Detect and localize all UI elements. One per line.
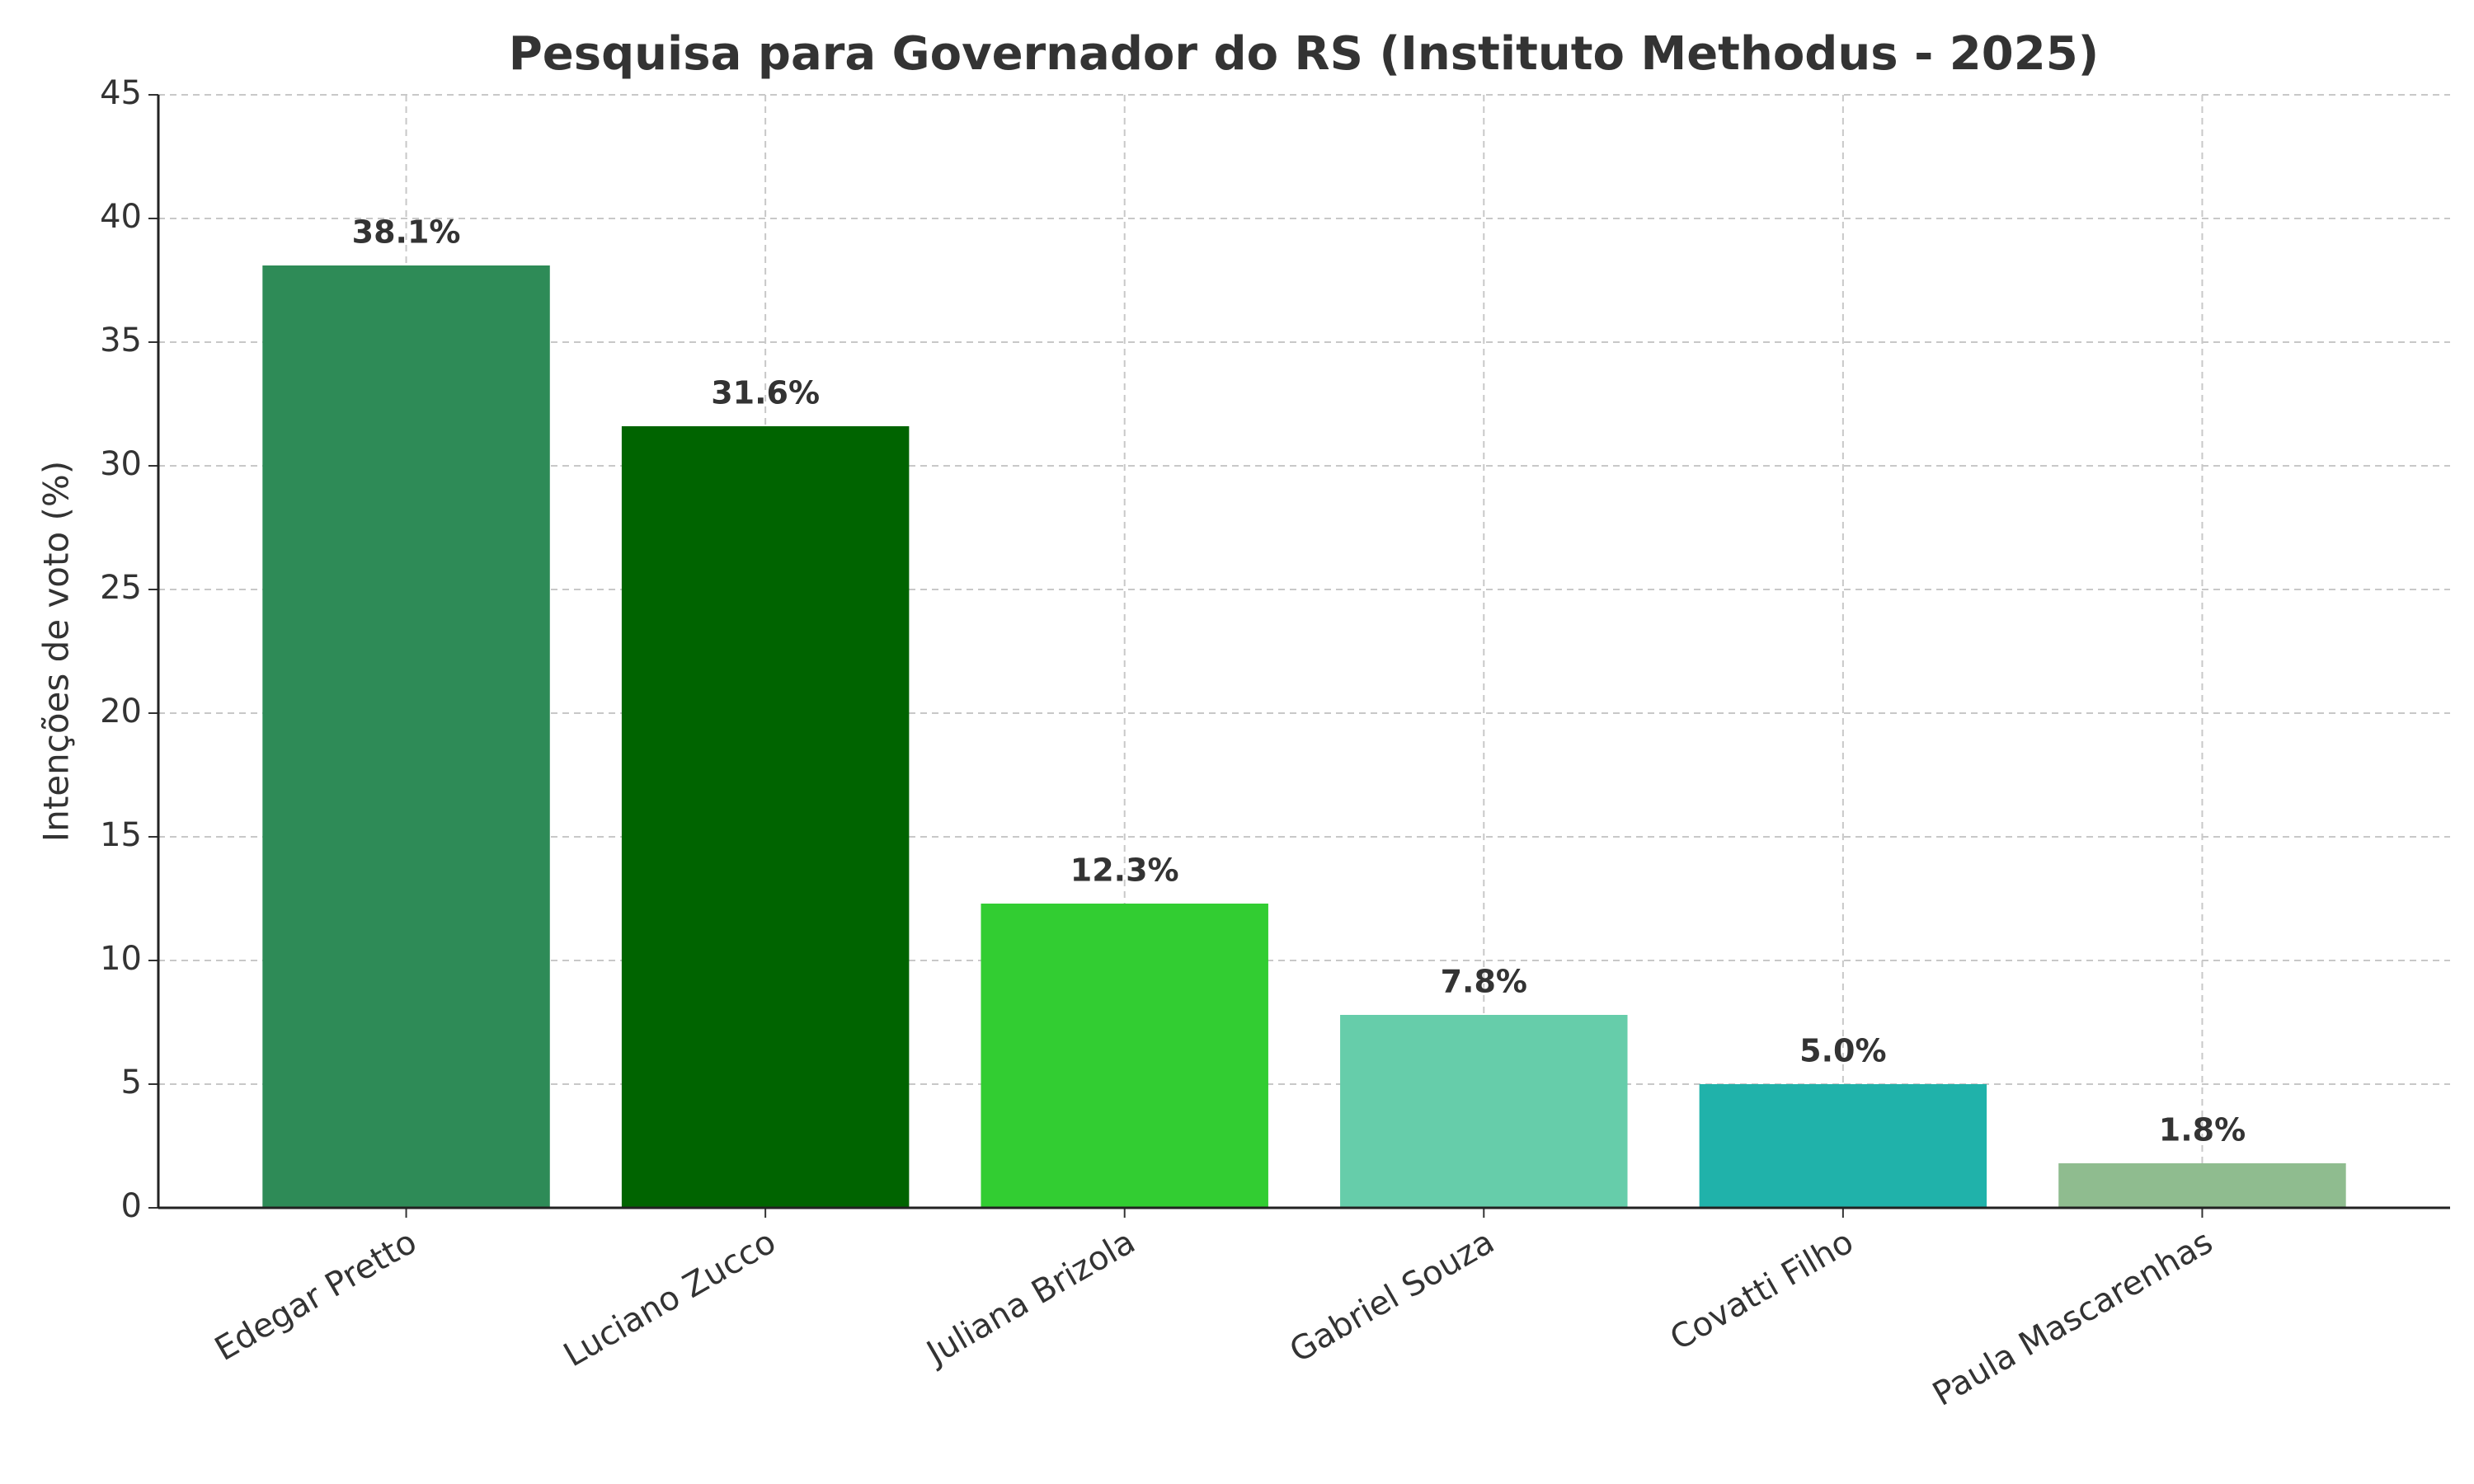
y-tick-label: 25 <box>100 569 142 607</box>
y-tick-label: 35 <box>100 322 142 359</box>
y-tick-label: 40 <box>100 198 142 236</box>
chart-title: Pesquisa para Governador do RS (Institut… <box>509 27 2100 81</box>
bar <box>2058 1163 2346 1208</box>
y-tick-label: 20 <box>100 693 142 730</box>
bar <box>981 904 1268 1208</box>
bar <box>262 265 550 1208</box>
value-label: 12.3% <box>1070 852 1179 889</box>
y-tick-label: 10 <box>100 940 142 978</box>
value-label: 38.1% <box>352 214 461 251</box>
value-label: 5.0% <box>1799 1033 1886 1069</box>
y-tick-label: 30 <box>100 445 142 483</box>
value-label: 7.8% <box>1441 964 1527 1000</box>
bar <box>621 426 910 1208</box>
y-tick-label: 45 <box>100 74 142 112</box>
bar <box>1699 1084 1987 1208</box>
value-label: 31.6% <box>711 375 820 411</box>
y-tick-label: 0 <box>121 1187 142 1225</box>
y-tick-label: 5 <box>121 1064 142 1101</box>
y-axis-label: Intenções de voto (%) <box>36 461 77 842</box>
bar <box>1340 1015 1628 1208</box>
y-tick-label: 15 <box>100 816 142 854</box>
value-label: 1.8% <box>2159 1112 2246 1148</box>
